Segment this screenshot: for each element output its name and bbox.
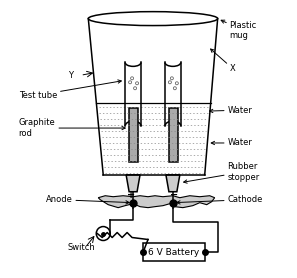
Bar <box>143 244 205 261</box>
Text: Switch: Switch <box>67 243 95 252</box>
Text: Water: Water <box>210 106 252 115</box>
Text: X: X <box>211 49 235 73</box>
Polygon shape <box>98 196 215 208</box>
Text: Test tube: Test tube <box>19 80 121 100</box>
Text: +: + <box>127 190 135 200</box>
Bar <box>169 108 178 162</box>
Polygon shape <box>166 175 180 192</box>
Polygon shape <box>126 175 140 192</box>
Text: Y: Y <box>68 71 73 80</box>
Text: Rubber
stopper: Rubber stopper <box>184 162 260 183</box>
Text: Anode: Anode <box>45 195 129 204</box>
Text: Graphite
rod: Graphite rod <box>19 118 125 138</box>
Bar <box>129 108 138 162</box>
Text: Plastic
mug: Plastic mug <box>221 20 257 40</box>
Text: Water: Water <box>211 138 252 148</box>
Text: −: − <box>170 190 178 200</box>
Text: 6 V Battery: 6 V Battery <box>148 248 200 257</box>
Text: Cathode: Cathode <box>177 195 263 204</box>
